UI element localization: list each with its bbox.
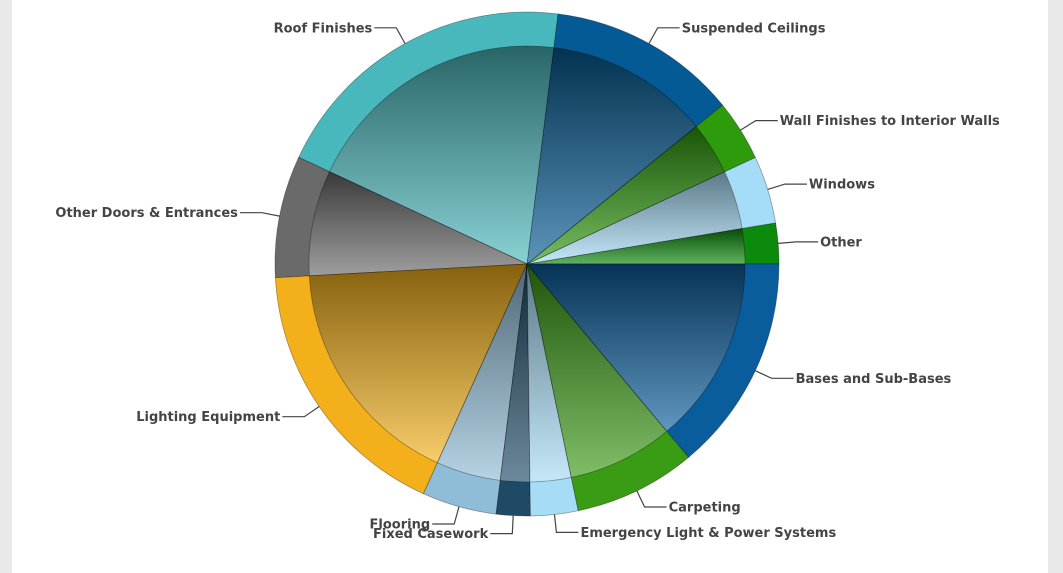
chart-panel: Other Windows Wall Finishes to Interior Wa… bbox=[12, 0, 1048, 573]
slice-face-bases-and-sub-bases bbox=[526, 263, 746, 432]
leader-line-flooring bbox=[432, 506, 460, 525]
leader-line-wall-finishes-to-interior-walls bbox=[740, 120, 778, 131]
pie-slice-bases-and-sub-bases[interactable] bbox=[526, 263, 780, 458]
slice-face-windows bbox=[526, 171, 743, 265]
pie-slice-other[interactable] bbox=[526, 222, 780, 265]
slice-face-suspended-ceilings bbox=[526, 47, 697, 265]
leader-line-suspended-ceilings bbox=[648, 27, 680, 44]
pie-chart: Other Windows Wall Finishes to Interior Wa… bbox=[55, 11, 1000, 542]
slice-face-flooring bbox=[436, 263, 528, 481]
pie-slice-emergency-light-and-power-systems[interactable] bbox=[526, 263, 579, 517]
pie-slice-suspended-ceilings[interactable] bbox=[526, 13, 724, 265]
pie-leader-lines bbox=[239, 27, 819, 535]
slice-label-flooring: Flooring bbox=[370, 517, 431, 532]
leader-line-roof-finishes bbox=[374, 27, 406, 44]
leader-line-other bbox=[778, 241, 819, 244]
slice-label-fixed-casework: Fixed Casework bbox=[373, 527, 489, 542]
leader-line-lighting-equipment bbox=[282, 406, 320, 418]
slice-label-suspended-ceilings: Suspended Ceilings bbox=[682, 21, 826, 36]
pie-slice-roof-finishes[interactable] bbox=[298, 11, 559, 265]
leader-line-fixed-casework bbox=[490, 515, 514, 535]
slice-label-emergency-light-and-power-systems: Emergency Light & Power Systems bbox=[580, 526, 836, 541]
slice-label-wall-finishes-to-interior-walls: Wall Finishes to Interior Walls bbox=[780, 114, 1000, 129]
slice-label-other: Other bbox=[820, 235, 862, 250]
leader-line-carpeting bbox=[636, 490, 667, 508]
slice-face-lighting-equipment bbox=[308, 263, 528, 464]
slice-label-bases-and-sub-bases: Bases and Sub-Bases bbox=[796, 372, 952, 387]
slice-label-roof-finishes: Roof Finishes bbox=[274, 21, 373, 36]
slice-label-lighting-equipment: Lighting Equipment bbox=[136, 410, 280, 425]
pie-slice-flooring[interactable] bbox=[422, 263, 528, 515]
pie-slice-carpeting[interactable] bbox=[526, 263, 690, 512]
slice-face-emergency-light-and-power-systems bbox=[526, 263, 572, 483]
slice-face-fixed-casework bbox=[499, 263, 531, 483]
slice-label-windows: Windows bbox=[809, 178, 875, 193]
pie-slice-fixed-casework[interactable] bbox=[495, 263, 531, 517]
slice-label-carpeting: Carpeting bbox=[669, 501, 741, 516]
slice-face-other bbox=[526, 227, 746, 265]
slice-face-wall-finishes-to-interior-walls bbox=[526, 125, 726, 265]
leader-line-other-doors-and-entrances bbox=[239, 212, 280, 217]
pie-labels: Other Windows Wall Finishes to Interior Wa… bbox=[55, 21, 1000, 542]
slice-face-carpeting bbox=[526, 263, 668, 478]
leader-line-windows bbox=[767, 183, 807, 190]
pie-slice-lighting-equipment[interactable] bbox=[274, 263, 528, 495]
pie-slice-wall-finishes-to-interior-walls[interactable] bbox=[526, 104, 756, 265]
slice-label-other-doors-and-entrances: Other Doors & Entrances bbox=[55, 206, 238, 221]
slice-face-roof-finishes bbox=[328, 45, 555, 265]
slice-face-other-doors-and-entrances bbox=[308, 171, 528, 277]
pie-slice-other-doors-and-entrances[interactable] bbox=[274, 156, 528, 279]
pie-slices bbox=[274, 11, 780, 517]
leader-line-emergency-light-and-power-systems bbox=[553, 514, 579, 533]
leader-line-bases-and-sub-bases bbox=[755, 370, 794, 379]
